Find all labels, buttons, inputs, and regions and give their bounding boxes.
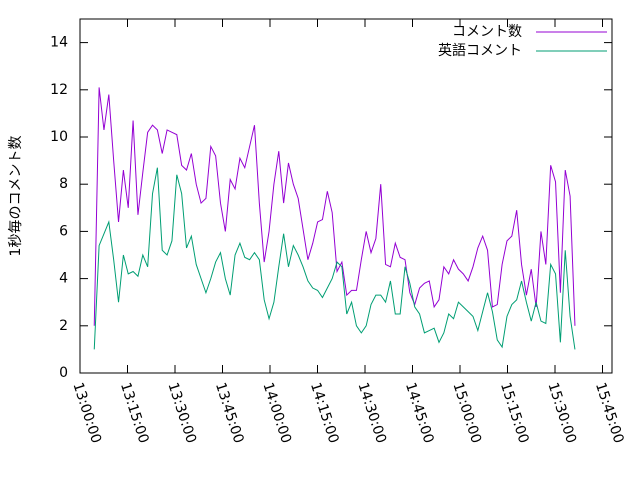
x-tick-label: 14:30:00 xyxy=(354,381,389,446)
x-tick-label: 14:00:00 xyxy=(259,381,294,446)
y-tick-label: 4 xyxy=(59,271,68,287)
x-tick-label: 14:45:00 xyxy=(402,381,437,446)
x-tick-label: 15:30:00 xyxy=(544,381,579,446)
x-tick-label: 15:45:00 xyxy=(592,381,627,446)
y-tick-label: 0 xyxy=(59,365,68,381)
x-tick-label: 14:15:00 xyxy=(307,381,342,446)
x-tick-label: 13:45:00 xyxy=(212,381,247,446)
y-tick-label: 2 xyxy=(59,318,68,334)
y-tick-label: 8 xyxy=(59,176,68,192)
y-axis-label: 1秒毎のコメント数 xyxy=(8,136,24,257)
x-tick-label: 15:15:00 xyxy=(497,381,532,446)
series-line xyxy=(93,167,576,350)
y-tick-label: 6 xyxy=(59,223,68,239)
y-tick-label: 14 xyxy=(50,35,68,51)
x-tick-label: 13:30:00 xyxy=(164,381,199,446)
y-tick-label: 10 xyxy=(50,129,68,145)
x-tick-label: 13:00:00 xyxy=(69,381,104,446)
legend-label: 英語コメント xyxy=(438,42,522,59)
y-tick-label: 12 xyxy=(50,82,68,98)
x-tick-label: 13:15:00 xyxy=(117,381,152,446)
legend-label: コメント数 xyxy=(452,24,522,40)
x-tick-label: 15:00:00 xyxy=(449,381,484,446)
series-line xyxy=(93,87,576,326)
plot-frame xyxy=(79,18,613,374)
